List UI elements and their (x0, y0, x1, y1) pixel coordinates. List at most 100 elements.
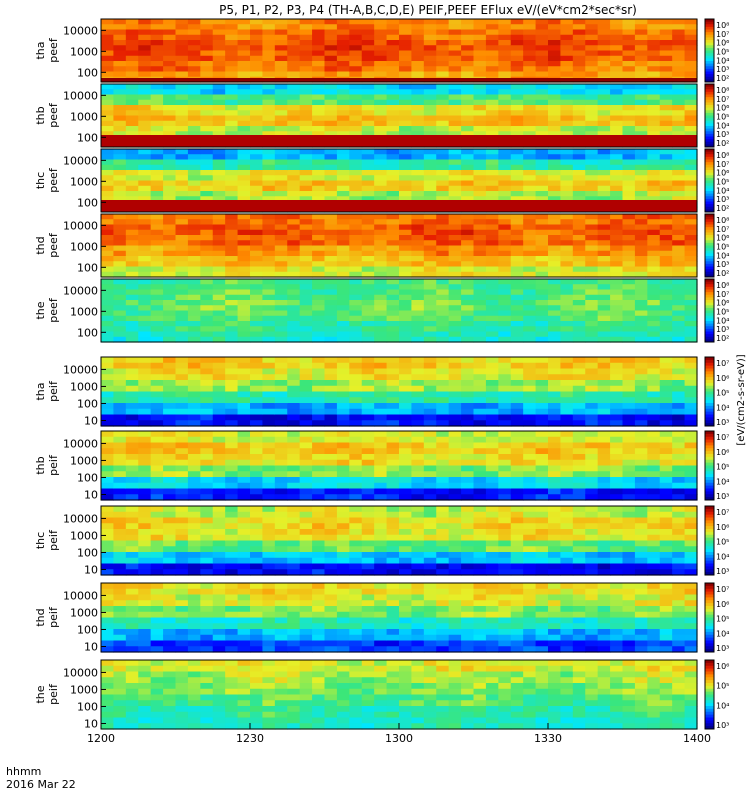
heatmap-cell (101, 465, 115, 472)
heatmap-cell (361, 471, 375, 478)
heatmap-cell (113, 326, 127, 333)
heatmap-cell (150, 261, 164, 268)
heatmap-cell (324, 214, 338, 220)
heatmap-cell (237, 219, 251, 226)
heatmap-cell (287, 256, 301, 262)
heatmap-cell (585, 159, 599, 166)
heatmap-cell (386, 331, 400, 338)
heatmap-cell (510, 229, 524, 236)
heatmap-cell (163, 517, 177, 524)
heatmap-cell (138, 120, 152, 127)
heatmap-cell (324, 385, 338, 393)
heatmap-cell (399, 569, 413, 576)
heatmap-cell (262, 34, 276, 41)
heatmap-cell (411, 214, 425, 220)
colorbar-step (705, 19, 714, 23)
heatmap-cell (187, 120, 201, 127)
heatmap-cell (411, 477, 425, 484)
heatmap-cell (672, 240, 686, 247)
heatmap-cell (423, 569, 437, 576)
heatmap-cell (138, 159, 152, 166)
heatmap-cell (485, 66, 499, 73)
heatmap-cell (237, 105, 251, 111)
heatmap-cell (423, 105, 437, 111)
heatmap-cell (250, 511, 264, 519)
heatmap-cell (560, 84, 574, 90)
heatmap-cell (684, 517, 698, 524)
heatmap-cell (622, 164, 636, 171)
heatmap-cell (150, 294, 164, 301)
heatmap-cell (101, 250, 115, 257)
heatmap-cell (461, 403, 475, 410)
heatmap-cell (200, 219, 214, 226)
heatmap-cell (125, 71, 139, 78)
heatmap-cell (634, 19, 648, 25)
heatmap-cell (113, 557, 127, 565)
heatmap-cell (560, 105, 574, 111)
heatmap-cell (622, 563, 636, 570)
heatmap-cell (485, 397, 499, 404)
heatmap-cell (349, 175, 363, 182)
heatmap-cell (560, 245, 574, 252)
heatmap-cell (237, 131, 251, 138)
heatmap-cell (274, 229, 288, 236)
heatmap-cell (138, 261, 152, 268)
heatmap-cell (250, 557, 264, 565)
heatmap-cell (436, 175, 450, 182)
heatmap-cell (510, 196, 524, 203)
heatmap-cell (684, 506, 698, 513)
colorbar-step (705, 76, 714, 80)
heatmap-cell (212, 482, 226, 490)
colorbar-tick-label: 10⁴ (716, 403, 729, 412)
colorbar-step (705, 229, 714, 233)
heatmap-cell (125, 224, 139, 231)
heatmap-cell (461, 89, 475, 96)
heatmap-cell (560, 546, 574, 553)
heatmap-cell (262, 357, 276, 364)
heatmap-cell (423, 431, 437, 438)
heatmap-cell (572, 245, 586, 252)
heatmap-cell (399, 374, 413, 381)
heatmap-cell (498, 552, 512, 559)
heatmap-cell (485, 326, 499, 333)
heatmap-cell (684, 471, 698, 478)
heatmap-cell (622, 529, 636, 536)
heatmap-cell (125, 300, 139, 306)
heatmap-cell (684, 40, 698, 46)
heatmap-cell (212, 34, 226, 41)
heatmap-cell (287, 403, 301, 410)
heatmap-cell (597, 380, 611, 387)
heatmap-cell (510, 494, 524, 501)
heatmap-cell (448, 448, 462, 455)
heatmap-cell (312, 34, 326, 41)
heatmap-cell (138, 115, 152, 122)
heatmap-cell (498, 391, 512, 398)
heatmap-cell (548, 436, 562, 444)
heatmap-cell (610, 120, 624, 127)
heatmap-cell (436, 170, 450, 176)
heatmap-cell (572, 436, 586, 444)
heatmap-cell (473, 191, 487, 197)
heatmap-cell (101, 66, 115, 73)
heatmap-cell (274, 336, 288, 343)
heatmap-cell (336, 115, 350, 122)
heatmap-cell (225, 534, 239, 542)
heatmap-cell (411, 534, 425, 542)
heatmap-cell (200, 229, 214, 236)
heatmap-cell (473, 55, 487, 62)
heatmap-cell (274, 185, 288, 192)
heatmap-cell (262, 229, 276, 236)
heatmap-cell (535, 368, 549, 375)
colorbar-tick-label: 10⁵ (716, 389, 729, 398)
heatmap-cell (572, 34, 586, 41)
heatmap-cell (374, 105, 388, 111)
heatmap-cell (312, 546, 326, 553)
heatmap-cell (386, 315, 400, 322)
heatmap-cell (597, 465, 611, 472)
heatmap-cell (597, 131, 611, 138)
heatmap-cell (548, 29, 562, 36)
heatmap-cell (423, 99, 437, 106)
heatmap-cell (672, 261, 686, 268)
heatmap-cell (349, 229, 363, 236)
heatmap-cell (448, 224, 462, 231)
